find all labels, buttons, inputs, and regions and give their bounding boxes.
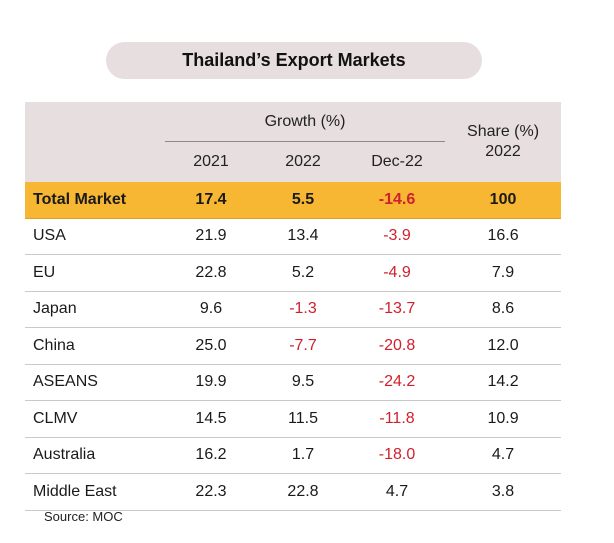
growth-2021-cell: 17.4 (165, 182, 257, 219)
total-market-row: Total Market 17.4 5.5 -14.6 100 (25, 182, 562, 219)
share-cell: 14.2 (445, 364, 562, 401)
growth-2022-cell: 5.5 (257, 182, 349, 219)
market-cell: Australia (25, 437, 165, 474)
share-cell: 4.7 (445, 437, 562, 474)
growth-2022-cell: 22.8 (257, 473, 349, 511)
growth-dec22-cell: -4.9 (349, 254, 446, 292)
growth-2021-cell: 16.2 (165, 437, 257, 474)
growth-dec22-cell: -20.8 (349, 327, 446, 365)
share-year-label: 2022 (485, 143, 521, 160)
growth-dec22-cell: -24.2 (349, 364, 446, 401)
header-blank (25, 102, 165, 142)
export-markets-table: Growth (%) Share (%) 2022 2021 2022 Dec-… (25, 102, 562, 511)
table-title: Thailand’s Export Markets (106, 42, 482, 79)
year-header-2022: 2022 (285, 153, 321, 170)
share-cell: 12.0 (445, 327, 562, 365)
growth-dec22-cell: 4.7 (349, 473, 446, 511)
growth-dec22-cell: -14.6 (349, 182, 446, 219)
market-cell: Total Market (25, 182, 165, 219)
share-group-label: Share (%) (467, 123, 540, 140)
growth-2021-cell: 25.0 (165, 327, 257, 365)
year-header-dec22: Dec-22 (371, 153, 423, 170)
growth-2021-cell: 21.9 (165, 218, 257, 255)
table-row: EU 22.8 5.2 -4.9 7.9 (25, 254, 562, 292)
growth-dec22-cell: -18.0 (349, 437, 446, 474)
growth-dec22-cell: -3.9 (349, 218, 446, 255)
growth-2021-cell: 14.5 (165, 400, 257, 438)
table-row: Australia 16.2 1.7 -18.0 4.7 (25, 437, 562, 474)
share-cell: 8.6 (445, 291, 562, 328)
market-cell: CLMV (25, 400, 165, 438)
market-cell: USA (25, 218, 165, 255)
table-row: China 25.0 -7.7 -20.8 12.0 (25, 327, 562, 365)
growth-group-header: Growth (%) (165, 102, 446, 142)
market-cell: Japan (25, 291, 165, 328)
year-header-2021: 2021 (193, 153, 229, 170)
growth-2021-cell: 22.3 (165, 473, 257, 511)
header-blank-2 (25, 142, 165, 182)
growth-2022-cell: 11.5 (257, 400, 349, 438)
market-cell: Middle East (25, 473, 165, 511)
growth-2022-cell: 13.4 (257, 218, 349, 255)
growth-2022-cell: 1.7 (257, 437, 349, 474)
growth-2022-cell: -7.7 (257, 327, 349, 365)
growth-2022-cell: -1.3 (257, 291, 349, 328)
share-cell: 100 (445, 182, 562, 219)
share-cell: 3.8 (445, 473, 562, 511)
table-row: ASEANS 19.9 9.5 -24.2 14.2 (25, 364, 562, 401)
source-note: Source: MOC (44, 509, 123, 524)
share-cell: 10.9 (445, 400, 562, 438)
growth-dec22-cell: -13.7 (349, 291, 446, 328)
growth-2021-cell: 22.8 (165, 254, 257, 292)
market-cell: China (25, 327, 165, 365)
table-row: USA 21.9 13.4 -3.9 16.6 (25, 218, 562, 255)
share-cell: 16.6 (445, 218, 562, 255)
table-row: Japan 9.6 -1.3 -13.7 8.6 (25, 291, 562, 328)
share-header: Share (%) 2022 (445, 102, 561, 182)
growth-2021-cell: 19.9 (165, 364, 257, 401)
market-cell: EU (25, 254, 165, 292)
table-body: Total Market 17.4 5.5 -14.6 100 USA 21.9 13.4 -3… (25, 182, 562, 511)
table-row: CLMV 14.5 11.5 -11.8 10.9 (25, 400, 562, 438)
market-cell: ASEANS (25, 364, 165, 401)
growth-2022-cell: 9.5 (257, 364, 349, 401)
growth-dec22-cell: -11.8 (349, 400, 446, 438)
table-row: Middle East 22.3 22.8 4.7 3.8 (25, 473, 562, 511)
growth-2021-cell: 9.6 (165, 291, 257, 328)
share-cell: 7.9 (445, 254, 562, 292)
growth-2022-cell: 5.2 (257, 254, 349, 292)
